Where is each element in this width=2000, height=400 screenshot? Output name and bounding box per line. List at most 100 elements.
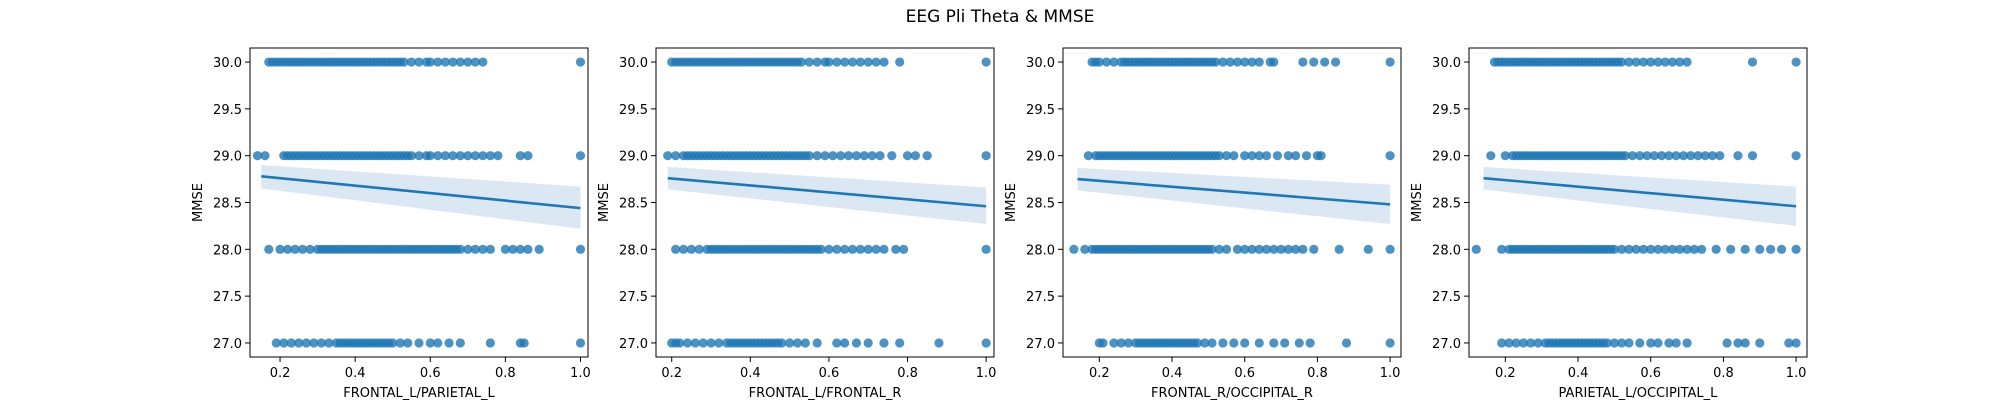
scatter-point — [493, 151, 503, 161]
scatter-point — [1363, 244, 1373, 254]
scatter-point — [879, 57, 889, 67]
scatter-point — [1330, 57, 1341, 67]
scatter-point — [1609, 338, 1619, 348]
scatter-point — [1069, 244, 1079, 254]
scatter-point — [1232, 244, 1243, 254]
y-tick-label: 27.0 — [1026, 337, 1055, 352]
scatter-point — [1791, 244, 1801, 254]
scatter-point — [1254, 151, 1264, 161]
scatter-point — [891, 244, 901, 254]
scatter-point — [1385, 151, 1395, 161]
scatter-point — [1109, 338, 1119, 348]
scatter-point — [1214, 151, 1224, 161]
scatter-point — [515, 244, 526, 254]
regression-line — [261, 174, 581, 210]
scatter-point — [824, 57, 834, 67]
scatter-point — [840, 57, 850, 67]
scatter-point — [1240, 244, 1250, 254]
scatter-point — [871, 57, 881, 67]
scatter-point — [812, 57, 822, 67]
scatter-point — [832, 244, 842, 254]
scatter-point — [1791, 57, 1801, 67]
scatter-point — [863, 57, 873, 67]
scatter-point — [406, 57, 417, 67]
scatter-point — [902, 151, 913, 161]
scatter-point — [686, 244, 696, 254]
scatter-point — [1766, 244, 1776, 254]
x-axis-label: FRONTAL_R/OCCIPITAL_R — [1151, 386, 1313, 400]
x-tick-label: 0.6 — [819, 366, 840, 381]
y-tick-label: 29.5 — [1026, 103, 1055, 118]
y-tick-label: 30.0 — [619, 56, 648, 71]
x-tick-label: 0.6 — [420, 366, 441, 381]
scatter-point — [828, 151, 838, 161]
scatter-point — [785, 338, 795, 348]
x-tick-label: 0.2 — [1495, 366, 1516, 381]
scatter-point — [1283, 244, 1293, 254]
scatter-point — [840, 338, 850, 348]
scatter-point — [1301, 151, 1312, 161]
scatter-point — [1693, 151, 1703, 161]
scatter-point — [910, 151, 920, 161]
x-tick-label: 0.2 — [1089, 366, 1110, 381]
scatter-point — [1098, 338, 1108, 348]
scatter-point — [851, 151, 862, 161]
scatter-point — [395, 338, 405, 348]
scatter-point — [1697, 244, 1707, 254]
y-tick-label: 28.0 — [1432, 243, 1461, 258]
scatter-point — [1675, 244, 1685, 254]
scatter-point — [1638, 57, 1649, 67]
scatter-point — [820, 151, 830, 161]
scatter-point — [575, 151, 586, 161]
scatter-point — [470, 151, 480, 161]
scatter-point — [1660, 57, 1670, 67]
scatter-point — [282, 244, 293, 254]
x-tick-label: 0.8 — [1713, 366, 1734, 381]
x-tick-label: 0.4 — [1162, 366, 1183, 381]
scatter-point — [1240, 338, 1250, 348]
scatter-point — [470, 244, 480, 254]
scatter-point — [1232, 57, 1243, 67]
scatter-point — [1667, 57, 1678, 67]
scatter-point — [448, 57, 458, 67]
scatter-point — [1123, 338, 1134, 348]
scatter-point — [1635, 338, 1645, 348]
scatter-point — [671, 244, 681, 254]
x-tick-label: 0.8 — [1307, 366, 1328, 381]
x-tick-label: 1.0 — [570, 366, 591, 381]
y-tick-label: 29.0 — [213, 150, 242, 165]
scatter-point — [1309, 244, 1319, 254]
scatter-point — [1722, 338, 1732, 348]
scatter-point — [847, 57, 858, 67]
y-tick-label: 28.5 — [619, 197, 648, 212]
scatter-point — [832, 338, 842, 348]
scatter-point — [1776, 244, 1787, 254]
scatter-point — [800, 338, 810, 348]
scatter-point — [1740, 338, 1750, 348]
scatter-point — [264, 244, 274, 254]
scatter-point — [879, 338, 889, 348]
scatter-point — [1660, 244, 1670, 254]
scatter-point — [1617, 338, 1627, 348]
scatter-point — [1682, 57, 1692, 67]
scatter-point — [1497, 338, 1507, 348]
scatter-point — [523, 244, 533, 254]
scatter-point — [1305, 338, 1315, 348]
scatter-point — [260, 151, 270, 161]
regression-line — [667, 176, 987, 208]
scatter-point — [1755, 244, 1765, 254]
scatter-point — [1638, 244, 1649, 254]
scatter-point — [470, 57, 480, 67]
x-tick-label: 0.6 — [1640, 366, 1661, 381]
y-axis-label: MMSE — [1410, 183, 1425, 222]
scatter-point — [433, 338, 443, 348]
scatter-point — [1682, 244, 1692, 254]
scatter-point — [399, 57, 409, 67]
scatter-point — [934, 338, 944, 348]
scatter-point — [286, 338, 296, 348]
scatter-point — [1675, 57, 1685, 67]
scatter-point — [1291, 244, 1301, 254]
y-tick-label: 27.5 — [1026, 290, 1055, 305]
scatter-point — [1635, 151, 1645, 161]
